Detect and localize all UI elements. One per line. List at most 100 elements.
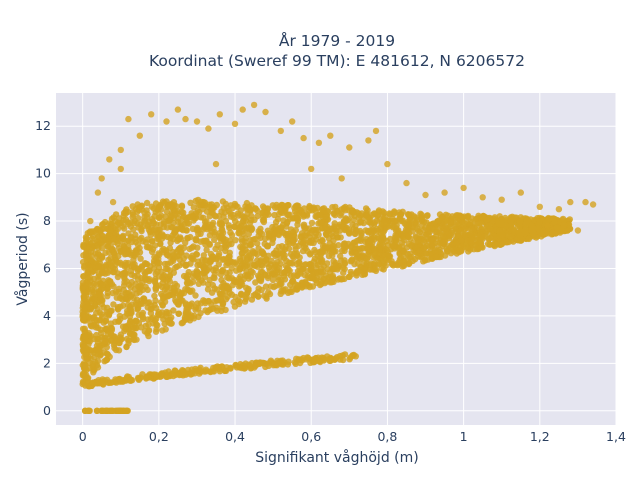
data-point: [342, 216, 349, 223]
x-tick-label: 0,2: [149, 429, 169, 444]
data-point: [220, 279, 227, 287]
data-point: [167, 235, 174, 242]
data-point: [400, 262, 408, 270]
data-point: [100, 304, 107, 311]
data-point: [218, 232, 225, 239]
data-point: [215, 261, 222, 268]
data-point: [441, 237, 448, 244]
data-point: [130, 256, 137, 264]
data-point: [203, 368, 210, 375]
data-point: [101, 407, 109, 414]
data-point: [163, 208, 170, 215]
data-point: [98, 175, 105, 182]
data-point: [433, 253, 440, 260]
data-point: [375, 207, 383, 214]
data-point: [80, 379, 87, 386]
data-point: [241, 298, 249, 305]
data-point: [393, 233, 400, 240]
data-point: [107, 320, 115, 327]
data-point: [137, 255, 144, 262]
data-point: [135, 376, 143, 383]
data-point: [195, 305, 202, 312]
data-point: [89, 379, 97, 386]
data-point: [349, 208, 356, 215]
data-point: [120, 286, 127, 294]
data-point: [327, 357, 334, 364]
data-point: [109, 198, 117, 206]
data-point: [516, 232, 524, 240]
data-point: [106, 156, 113, 163]
data-point: [498, 220, 505, 227]
data-point: [238, 278, 245, 286]
y-tick-label: 6: [43, 260, 51, 275]
data-point: [119, 323, 127, 330]
data-point: [415, 236, 423, 244]
data-point: [233, 261, 240, 268]
data-point: [154, 260, 161, 267]
data-point: [232, 293, 239, 301]
data-point: [122, 407, 129, 414]
data-point: [223, 269, 230, 277]
data-point: [156, 214, 163, 221]
data-point: [257, 225, 264, 232]
data-point: [372, 127, 380, 135]
data-point: [277, 208, 284, 216]
data-point: [179, 226, 187, 234]
data-point: [172, 226, 179, 233]
data-point: [106, 226, 114, 234]
data-point: [489, 217, 496, 225]
data-point: [538, 230, 546, 237]
data-point: [259, 203, 267, 210]
data-point: [98, 245, 106, 252]
data-point: [164, 251, 172, 259]
data-point: [289, 118, 296, 125]
data-point: [272, 223, 279, 230]
data-point: [210, 368, 218, 375]
data-point: [389, 261, 396, 268]
data-point: [300, 243, 308, 251]
data-point: [420, 245, 427, 252]
data-point: [510, 238, 517, 245]
data-point: [449, 241, 456, 248]
data-point: [386, 210, 393, 217]
data-point: [250, 236, 257, 243]
data-point: [239, 362, 247, 369]
data-point: [265, 362, 272, 369]
y-axis-label: Vågperiod (s): [14, 212, 31, 305]
data-point: [159, 274, 166, 281]
data-point: [457, 237, 465, 244]
data-point: [364, 243, 371, 250]
data-point: [157, 241, 164, 248]
data-point: [287, 259, 294, 267]
data-point: [259, 217, 267, 224]
data-point: [274, 360, 282, 367]
data-point: [498, 196, 505, 203]
data-point: [163, 118, 170, 125]
data-point: [107, 307, 114, 315]
data-point: [310, 258, 317, 265]
data-point: [306, 251, 314, 258]
data-point: [134, 272, 141, 279]
data-point: [108, 325, 116, 332]
data-point: [331, 220, 338, 227]
data-point: [582, 198, 589, 206]
data-point: [353, 227, 360, 235]
data-point: [310, 358, 318, 365]
data-point: [175, 235, 183, 242]
data-point: [192, 210, 200, 217]
data-point: [86, 228, 94, 235]
data-point: [381, 217, 389, 224]
data-point: [154, 235, 161, 242]
data-point: [82, 313, 90, 320]
data-point: [163, 288, 171, 295]
data-point: [166, 272, 173, 279]
data-point: [171, 280, 179, 288]
data-point: [136, 266, 143, 273]
data-point: [293, 250, 301, 257]
data-point: [218, 363, 225, 370]
data-point: [251, 216, 258, 223]
data-point: [329, 252, 336, 259]
data-point: [195, 273, 202, 281]
data-point: [553, 224, 561, 231]
data-point: [235, 212, 242, 219]
